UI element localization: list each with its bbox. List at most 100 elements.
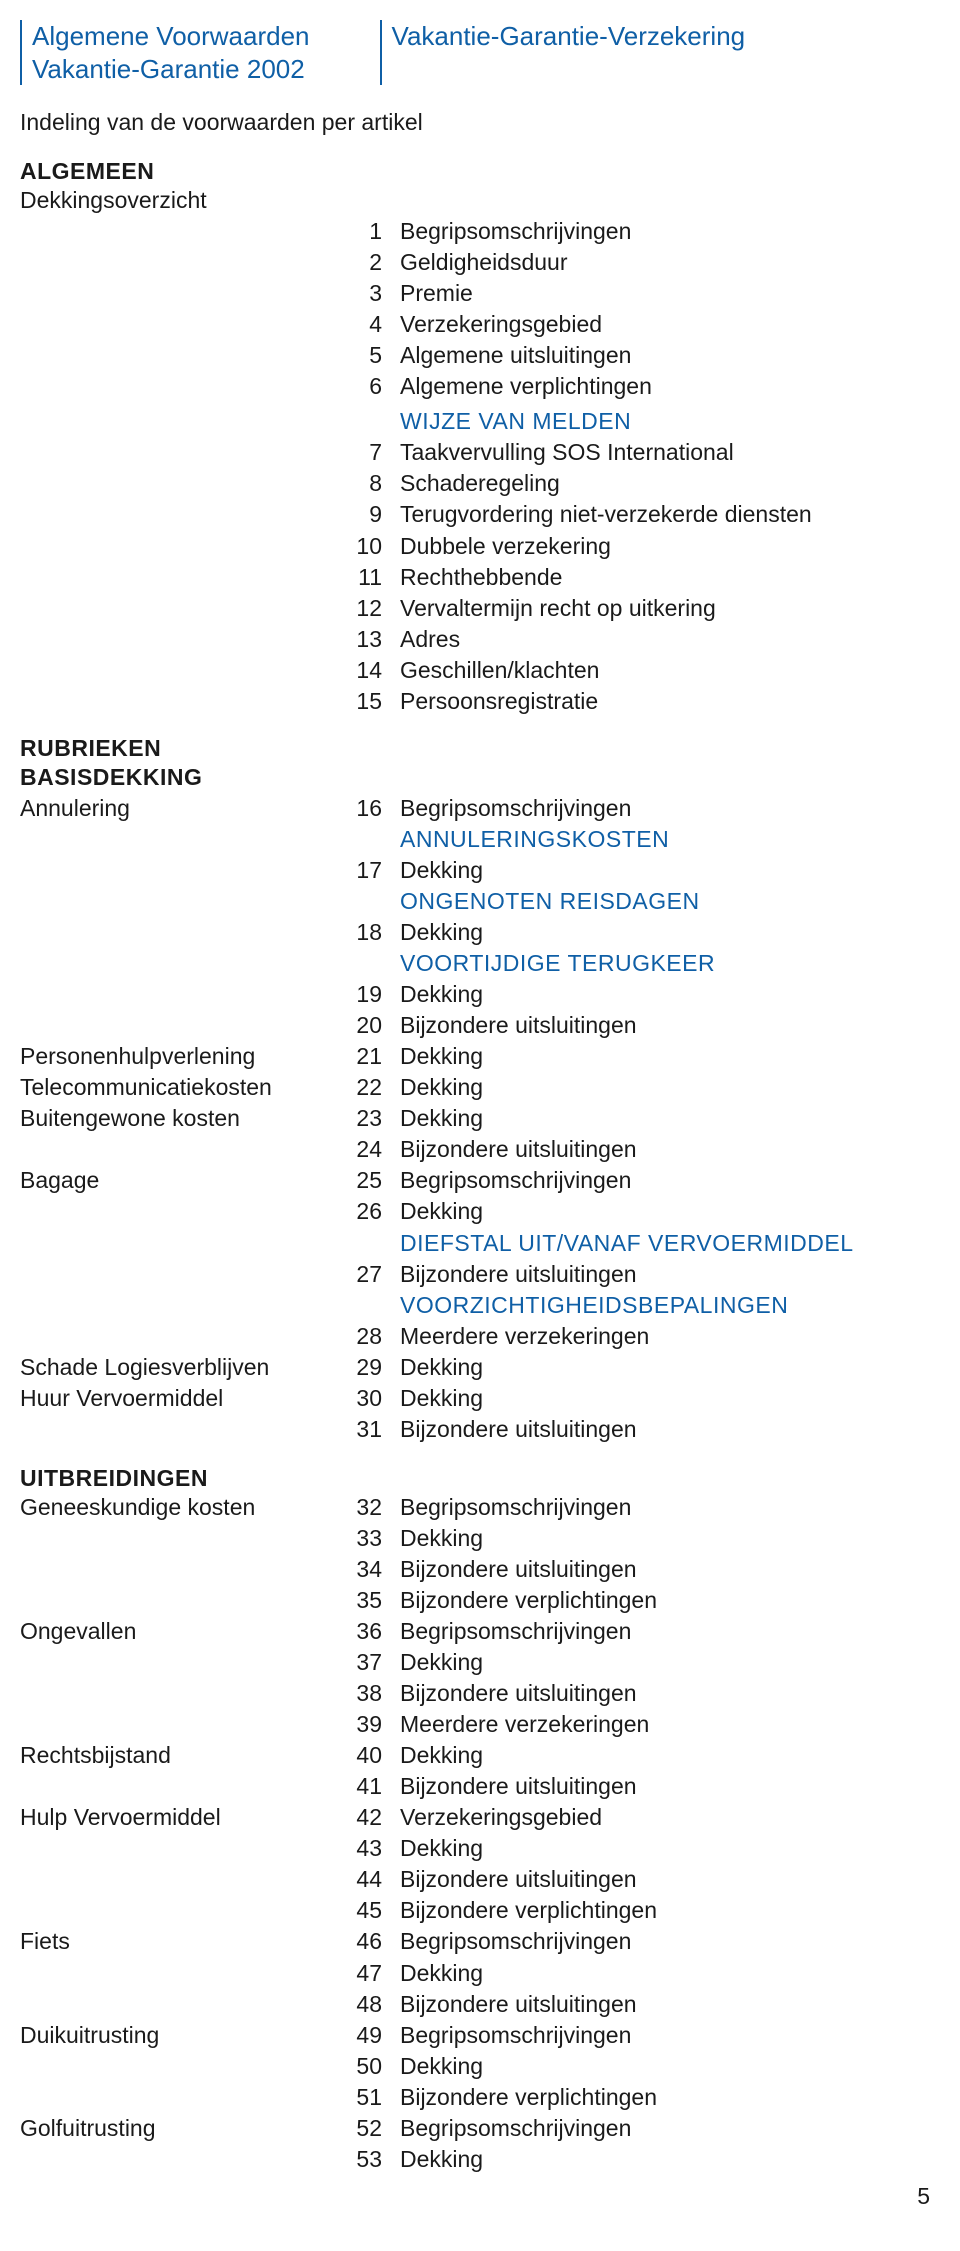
category-label (20, 886, 350, 917)
article-title: Dekking (400, 1958, 940, 1989)
article-row: VOORTIJDIGE TERUGKEER (20, 948, 940, 979)
category-label: Personenhulpverlening (20, 1041, 350, 1072)
article-number: 4 (350, 309, 400, 340)
article-row: 53Dekking (20, 2144, 940, 2175)
subsection-heading: VOORTIJDIGE TERUGKEER (400, 948, 940, 979)
article-row: 48Bijzondere uitsluitingen (20, 1989, 940, 2020)
article-title: Verzekeringsgebied (400, 1802, 940, 1833)
category-label (20, 979, 350, 1010)
article-row: Telecommunicatiekosten22Dekking (20, 1072, 940, 1103)
article-row: 11Rechthebbende (20, 562, 940, 593)
article-row: 50Dekking (20, 2051, 940, 2082)
article-title: Bijzondere uitsluitingen (400, 1259, 940, 1290)
category-label (20, 1134, 350, 1165)
article-title: Begripsomschrijvingen (400, 1616, 940, 1647)
article-title: Persoonsregistratie (400, 686, 940, 717)
article-title: Dubbele verzekering (400, 531, 940, 562)
article-number: 21 (350, 1041, 400, 1072)
category-label: Fiets (20, 1926, 350, 1957)
article-number: 41 (350, 1771, 400, 1802)
article-number: 33 (350, 1523, 400, 1554)
category-label: Annulering (20, 793, 350, 824)
article-number: 1 (350, 216, 400, 247)
article-number: 3 (350, 278, 400, 309)
article-title: Algemene verplichtingen (400, 371, 940, 402)
document-header: Algemene Voorwaarden Vakantie-Garantie 2… (20, 20, 940, 85)
article-row: 24Bijzondere uitsluitingen (20, 1134, 940, 1165)
article-row: 51Bijzondere verplichtingen (20, 2082, 940, 2113)
article-title: Bijzondere verplichtingen (400, 1585, 940, 1616)
category-label (20, 1414, 350, 1445)
article-title: Verzekeringsgebied (400, 309, 940, 340)
article-title: Bijzondere uitsluitingen (400, 1771, 940, 1802)
article-row: Golfuitrusting52Begripsomschrijvingen (20, 2113, 940, 2144)
article-number: 49 (350, 2020, 400, 2051)
article-row: 12Vervaltermijn recht op uitkering (20, 593, 940, 624)
article-title: Dekking (400, 917, 940, 948)
category-label: Golfuitrusting (20, 2113, 350, 2144)
article-row: 47Dekking (20, 1958, 940, 1989)
article-title: Dekking (400, 979, 940, 1010)
article-number: 27 (350, 1259, 400, 1290)
article-row: Hulp Vervoermiddel42Verzekeringsgebied (20, 1802, 940, 1833)
article-title: Dekking (400, 1523, 940, 1554)
article-row: ONGENOTEN REISDAGEN (20, 886, 940, 917)
article-row: 37Dekking (20, 1647, 940, 1678)
article-title: Schaderegeling (400, 468, 940, 499)
section-wijze-title: WIJZE VAN MELDEN (400, 406, 940, 437)
article-row: 27Bijzondere uitsluitingen (20, 1259, 940, 1290)
article-number: 19 (350, 979, 400, 1010)
article-title: Begripsomschrijvingen (400, 2113, 940, 2144)
article-title: Premie (400, 278, 940, 309)
article-title: Dekking (400, 1352, 940, 1383)
article-number: 16 (350, 793, 400, 824)
article-row: 13Adres (20, 624, 940, 655)
category-label (20, 1895, 350, 1926)
article-title: Dekking (400, 1103, 940, 1134)
article-title: Vervaltermijn recht op uitkering (400, 593, 940, 624)
article-title: Adres (400, 624, 940, 655)
article-number: 37 (350, 1647, 400, 1678)
article-number: 26 (350, 1196, 400, 1227)
article-number: 44 (350, 1864, 400, 1895)
article-number: 24 (350, 1134, 400, 1165)
category-label (20, 1833, 350, 1864)
article-row: 10Dubbele verzekering (20, 531, 940, 562)
article-title: Dekking (400, 1041, 940, 1072)
article-title: Bijzondere uitsluitingen (400, 1414, 940, 1445)
article-title: Bijzondere uitsluitingen (400, 1010, 940, 1041)
article-row: 35Bijzondere verplichtingen (20, 1585, 940, 1616)
article-number: 46 (350, 1926, 400, 1957)
category-label (20, 1647, 350, 1678)
article-title: Geldigheidsduur (400, 247, 940, 278)
category-label: Bagage (20, 1165, 350, 1196)
article-title: Dekking (400, 1196, 940, 1227)
article-number: 34 (350, 1554, 400, 1585)
category-label (20, 1523, 350, 1554)
article-number: 36 (350, 1616, 400, 1647)
article-title: Meerdere verzekeringen (400, 1321, 940, 1352)
subsection-heading: DIEFSTAL UIT/VANAF VERVOERMIDDEL (400, 1228, 940, 1259)
article-number: 42 (350, 1802, 400, 1833)
article-number: 9 (350, 499, 400, 530)
article-title: Bijzondere uitsluitingen (400, 1864, 940, 1895)
subsection-heading: VOORZICHTIGHEIDSBEPALINGEN (400, 1290, 940, 1321)
article-title: Terugvordering niet-verzekerde diensten (400, 499, 940, 530)
category-label: Duikuitrusting (20, 2020, 350, 2051)
category-label (20, 1585, 350, 1616)
article-title: Dekking (400, 1833, 940, 1864)
header-left: Algemene Voorwaarden Vakantie-Garantie 2… (20, 20, 310, 85)
article-row: 28Meerdere verzekeringen (20, 1321, 940, 1352)
article-number: 12 (350, 593, 400, 624)
article-row: 7Taakvervulling SOS International (20, 437, 940, 468)
article-row: Personenhulpverlening21Dekking (20, 1041, 940, 1072)
category-label: Ongevallen (20, 1616, 350, 1647)
article-number: 35 (350, 1585, 400, 1616)
article-number: 47 (350, 1958, 400, 1989)
article-title: Begripsomschrijvingen (400, 793, 940, 824)
article-title: Dekking (400, 1647, 940, 1678)
header-right-line1: Vakantie-Garantie-Verzekering (392, 20, 746, 53)
section-rubrieken-title: RUBRIEKEN (20, 735, 940, 762)
article-row: 15Persoonsregistratie (20, 686, 940, 717)
article-title: Dekking (400, 855, 940, 886)
